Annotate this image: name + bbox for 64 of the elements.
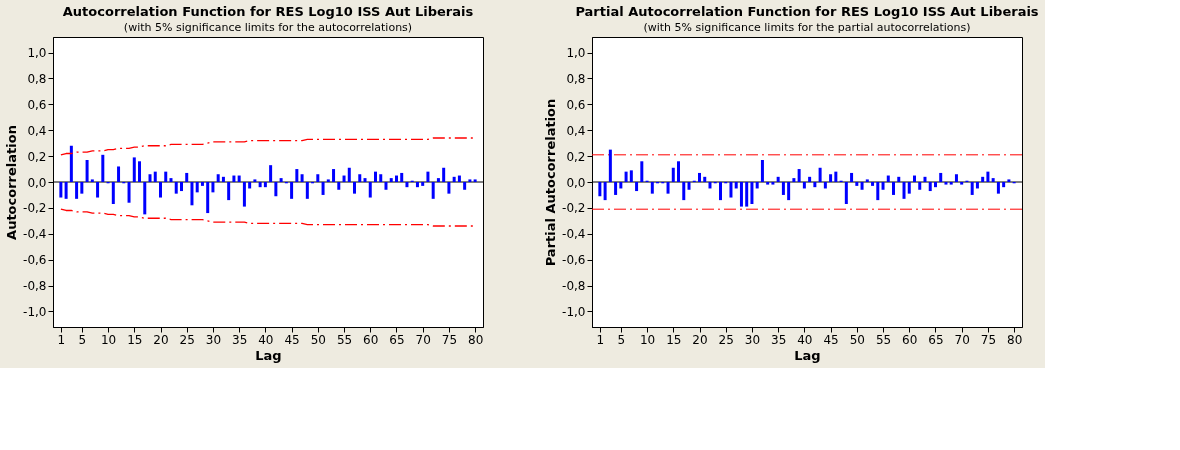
chart-subtitle: (with 5% significance limits for the partial autocorrelations) — [643, 21, 971, 34]
y-tick-label: 0,8 — [566, 71, 586, 86]
x-tick-label: 30 — [205, 332, 222, 347]
x-tick-label: 35 — [232, 332, 248, 347]
y-tick-label: -0,4 — [23, 227, 47, 242]
chart-subtitle: (with 5% significance limits for the autocorrelations) — [123, 21, 413, 34]
y-tick-label: -1,0 — [23, 304, 47, 319]
x-tick-label: 25 — [718, 332, 734, 347]
chart-title: Partial Autocorrelation Function for RES Log10 ISS Aut Liberais — [575, 4, 1039, 19]
y-tick-label: -0,2 — [23, 201, 47, 216]
y-tick-label: -0,6 — [23, 253, 47, 268]
y-tick-label: -0,2 — [562, 201, 586, 216]
y-tick-label: -0,8 — [23, 279, 47, 294]
x-tick-label: 60 — [363, 332, 379, 347]
y-tick-label: 0,6 — [566, 97, 586, 112]
x-axis-title: Lag — [794, 347, 821, 363]
y-tick-label: 0,8 — [27, 71, 47, 86]
x-tick-label: 15 — [666, 332, 682, 347]
x-tick-label: 10 — [100, 332, 117, 347]
x-tick-label: 5 — [78, 332, 87, 347]
x-tick-label: 35 — [771, 332, 787, 347]
y-tick-label: 0,6 — [27, 97, 47, 112]
x-tick-label: 80 — [1006, 332, 1023, 347]
x-tick-label: 60 — [902, 332, 918, 347]
y-tick-label: 0,4 — [27, 123, 47, 138]
x-tick-label: 5 — [617, 332, 626, 347]
x-tick-label: 40 — [258, 332, 274, 347]
x-tick-label: 1 — [57, 332, 66, 347]
x-tick-label: 10 — [639, 332, 656, 347]
y-tick-label: 0,2 — [27, 149, 47, 164]
y-axis-title: Autocorrelation — [4, 125, 20, 240]
x-axis-title: Lag — [255, 347, 282, 363]
x-tick-label: 55 — [336, 332, 353, 347]
x-tick-label: 75 — [980, 332, 997, 347]
x-tick-label: 20 — [153, 332, 169, 347]
x-tick-label: 25 — [179, 332, 195, 347]
y-axis-title: Partial Autocorrelation — [543, 98, 559, 267]
x-tick-label: 75 — [441, 332, 458, 347]
chart-title: Autocorrelation Function for RES Log10 ISS Aut Liberais — [62, 4, 474, 19]
x-tick-label: 50 — [310, 332, 326, 347]
x-tick-label: 30 — [744, 332, 761, 347]
x-tick-label: 65 — [389, 332, 405, 347]
y-tick-label: -1,0 — [562, 304, 586, 319]
x-tick-label: 1 — [596, 332, 605, 347]
x-tick-label: 55 — [875, 332, 892, 347]
x-tick-label: 50 — [849, 332, 865, 347]
x-tick-label: 80 — [467, 332, 484, 347]
y-tick-label: -0,6 — [562, 253, 586, 268]
x-tick-label: 40 — [797, 332, 813, 347]
x-tick-label: 45 — [823, 332, 839, 347]
x-tick-label: 15 — [127, 332, 143, 347]
y-tick-label: -0,4 — [562, 227, 586, 242]
y-tick-label: -0,8 — [562, 279, 586, 294]
x-tick-label: 70 — [415, 332, 431, 347]
x-tick-label: 45 — [284, 332, 300, 347]
y-tick-label: 0,4 — [566, 123, 586, 138]
y-tick-label: 1,0 — [27, 46, 47, 61]
y-tick-label: 0,2 — [566, 149, 586, 164]
x-tick-label: 70 — [954, 332, 970, 347]
x-tick-label: 20 — [692, 332, 708, 347]
x-tick-label: 65 — [928, 332, 944, 347]
y-tick-label: 0,0 — [566, 175, 586, 190]
y-tick-label: 0,0 — [27, 175, 47, 190]
y-tick-label: 1,0 — [566, 46, 586, 61]
